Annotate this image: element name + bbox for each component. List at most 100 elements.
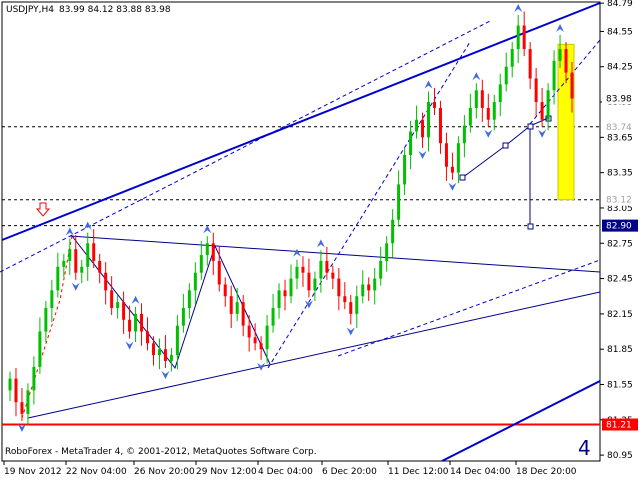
candle-body — [110, 290, 114, 308]
fractal-down-icon — [538, 129, 547, 138]
candle — [217, 246, 221, 292]
candle — [50, 279, 54, 323]
wave-node-3 — [527, 123, 534, 130]
candle — [474, 83, 478, 119]
candle — [301, 256, 305, 287]
candle — [271, 293, 275, 333]
candle-body — [444, 143, 448, 167]
candle — [349, 295, 353, 325]
candle — [438, 100, 442, 154]
candle-body — [361, 284, 365, 297]
time-axis: 19 Nov 2012 22 Nov 04:00 26 Nov 20:00 29 No… — [3, 461, 577, 477]
candle-body — [98, 260, 102, 273]
candle — [187, 283, 191, 319]
wave-node-4 — [527, 223, 534, 230]
candle — [385, 236, 389, 272]
candle — [450, 152, 454, 180]
candle — [462, 114, 466, 158]
candle — [193, 262, 197, 305]
candle — [199, 240, 203, 280]
candle-body — [349, 302, 353, 314]
grid-lines — [2, 126, 600, 426]
candle — [86, 232, 90, 281]
candle-body — [552, 60, 556, 91]
candle — [432, 87, 436, 115]
candle-body — [157, 349, 161, 356]
candle — [343, 282, 347, 310]
candle-body — [163, 349, 167, 361]
candle — [134, 306, 138, 343]
candle-body — [504, 66, 508, 85]
candle — [235, 287, 239, 321]
y-tick-label: 84.25 — [607, 63, 633, 73]
dashed-channel-1 — [0, 19, 493, 273]
candle — [546, 83, 550, 131]
candle — [516, 14, 520, 64]
candle — [247, 315, 251, 352]
candle-body — [510, 49, 514, 67]
candle-body — [56, 266, 60, 291]
arrow-down-icon — [35, 202, 51, 217]
candle — [283, 279, 287, 311]
candle-body — [558, 49, 562, 61]
candle-body — [373, 278, 377, 291]
candle-body — [343, 296, 347, 303]
candle-body — [289, 278, 293, 297]
candle — [26, 383, 30, 425]
candle — [104, 262, 108, 305]
candle-body — [259, 343, 263, 350]
candle-body — [331, 272, 335, 279]
fractal-up-icon — [514, 3, 523, 12]
candle — [361, 270, 365, 304]
candle — [331, 265, 335, 290]
candle — [373, 267, 377, 305]
candle-body — [367, 284, 371, 291]
candle — [32, 356, 36, 405]
candle-body — [74, 249, 78, 273]
triangle-top-line — [69, 235, 601, 273]
price-label: 81.21 — [606, 421, 632, 431]
candle-body — [80, 266, 84, 273]
candle — [169, 348, 173, 372]
candle-body — [319, 260, 323, 279]
candle-body — [32, 366, 36, 391]
candle-body — [8, 378, 12, 391]
candle-body — [409, 131, 413, 155]
fractal-down-icon — [484, 129, 493, 138]
watermark: RoboForex - MetaTrader 4, © 2001-2012, M… — [5, 447, 317, 457]
candle — [522, 11, 526, 57]
price-label: 83.98 — [606, 95, 632, 105]
candle — [456, 136, 460, 184]
candle — [421, 112, 425, 148]
candle-body — [223, 284, 227, 297]
candle-body — [68, 249, 72, 261]
candle — [277, 283, 281, 319]
fractal-down-icon — [304, 300, 313, 309]
candle — [504, 52, 508, 92]
candle — [558, 34, 562, 68]
candle-body — [253, 337, 257, 344]
candle — [307, 258, 311, 298]
fractal-up-icon — [472, 72, 481, 81]
fractal-down-icon — [418, 150, 427, 159]
candle-body — [86, 243, 90, 267]
candle-body — [403, 155, 407, 185]
fractal-up-icon — [556, 23, 565, 32]
candle — [397, 170, 401, 227]
fractal-down-icon — [346, 327, 355, 336]
candle — [570, 62, 574, 113]
candle — [44, 300, 48, 343]
wave-node-1 — [459, 174, 466, 181]
x-tick-label: 22 Nov 04:00 — [66, 467, 127, 477]
candle — [74, 235, 78, 280]
plot-frame — [1, 1, 601, 462]
x-tick-label: 11 Dec 12:00 — [388, 467, 449, 477]
candle — [253, 323, 257, 351]
candle — [205, 236, 209, 266]
candle-body — [295, 266, 299, 279]
candle-body — [462, 125, 466, 144]
candle-body — [546, 90, 550, 120]
fractal-up-icon — [65, 227, 74, 236]
candle-body — [211, 243, 215, 261]
candle — [480, 79, 484, 123]
